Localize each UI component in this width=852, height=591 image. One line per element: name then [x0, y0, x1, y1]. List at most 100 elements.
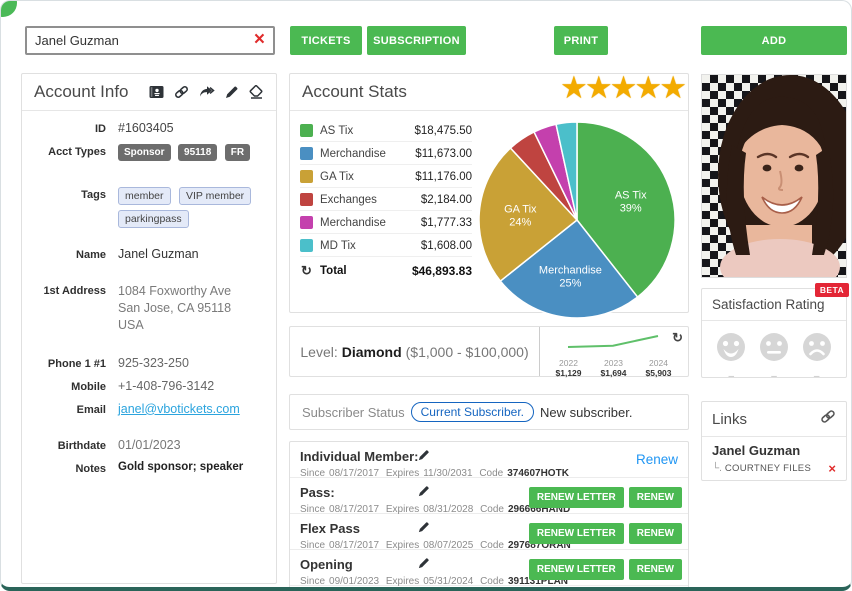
- address-line: 1084 Foxworthy Ave: [118, 284, 232, 298]
- account-info-title: Account Info: [34, 82, 129, 101]
- link-icon[interactable]: [820, 409, 836, 429]
- tag-chip[interactable]: VIP member: [179, 187, 252, 205]
- spark-point: 2023 $1,694: [600, 358, 627, 378]
- subscription-button[interactable]: SUBSCRIPTION: [367, 26, 466, 55]
- legend-swatch: [300, 239, 313, 252]
- mobile-value: +1-408-796-3142: [118, 378, 215, 393]
- search-input[interactable]: [27, 33, 250, 48]
- field-id: ID #1603405: [22, 121, 266, 135]
- satisfaction-title: Satisfaction Rating: [702, 289, 846, 321]
- refresh-icon[interactable]: ↻: [672, 330, 683, 345]
- links-title: Links: [712, 410, 748, 428]
- membership-row: Opening Since 09/01/2023 Expires 05/31/202…: [290, 550, 688, 587]
- edit-pencil-icon[interactable]: [225, 85, 239, 99]
- legend-row: AS Tix $18,475.50: [300, 119, 472, 142]
- edit-pencil-icon[interactable]: [418, 484, 430, 502]
- edit-pencil-icon[interactable]: [418, 556, 430, 574]
- field-address: 1st Address 1084 Foxworthy Ave San Jose,…: [22, 283, 266, 334]
- renew-link[interactable]: Renew: [635, 452, 678, 467]
- legend-swatch: [300, 193, 313, 206]
- account-info-card: Account Info ID #1603405 Acct Types Spon…: [21, 73, 277, 584]
- acct-type-badge[interactable]: 95118: [178, 144, 218, 161]
- acct-type-badge[interactable]: FR: [224, 144, 251, 161]
- linked-account[interactable]: Janel Guzman: [712, 443, 801, 458]
- subscriber-status-label: Subscriber Status: [302, 404, 405, 420]
- membership-row: Pass: Since 08/17/2017 Expires 08/31/2028 …: [290, 478, 688, 515]
- field-tags: Tags member VIP member parkingpass: [22, 187, 266, 233]
- account-stats-title: Account Stats: [302, 82, 407, 101]
- contact-card-icon[interactable]: [149, 85, 164, 99]
- sad-face-icon[interactable]: –: [801, 331, 833, 382]
- legend-swatch: [300, 147, 313, 160]
- legend-row: GA Tix $11,176.00: [300, 165, 472, 188]
- total-value: $46,893.83: [411, 264, 472, 278]
- subscriber-card: Subscriber Status Current Subscriber. Ne…: [289, 394, 689, 430]
- happy-face-icon[interactable]: –: [715, 331, 747, 382]
- print-button[interactable]: PRINT: [554, 26, 608, 55]
- field-acct-types: Acct Types Sponsor 95118 FR: [22, 144, 266, 165]
- edit-pencil-icon[interactable]: [418, 448, 430, 466]
- edit-pencil-icon[interactable]: [418, 520, 430, 538]
- account-id: #1603405: [118, 121, 174, 135]
- refresh-icon[interactable]: ↻: [301, 263, 312, 278]
- level-name: Diamond: [341, 343, 402, 360]
- link-icon[interactable]: [174, 85, 189, 99]
- address-line: San Jose, CA 95118: [118, 300, 232, 315]
- phone-value: 925-323-250: [118, 355, 189, 370]
- renew-button[interactable]: RENEW: [628, 559, 682, 580]
- legend-row: Merchandise $11,673.00: [300, 142, 472, 165]
- field-birthdate: Birthdate 01/01/2023: [22, 438, 266, 452]
- tag-chip[interactable]: member: [118, 187, 171, 205]
- spark-point: 2024 $5,903: [645, 358, 672, 378]
- level-text: Level: Diamond ($1,000 - $100,000): [290, 327, 540, 376]
- tickets-button[interactable]: TICKETS: [290, 26, 362, 55]
- remove-link-icon[interactable]: ×: [828, 461, 836, 476]
- renew-button[interactable]: RENEW: [628, 523, 682, 544]
- account-stats-pie-chart: AS Tix 39% Merchandise 25% GA Tix 24%: [472, 117, 682, 321]
- membership-row: Individual Member: Since 08/17/2017 Expir…: [290, 442, 688, 479]
- add-button[interactable]: ADD: [701, 26, 847, 55]
- membership-row: Flex Pass Since 08/17/2017 Expires 08/07/2…: [290, 514, 688, 551]
- acct-type-badge[interactable]: Sponsor: [118, 144, 171, 161]
- eraser-icon[interactable]: [249, 85, 264, 99]
- satisfaction-rating-card: BETA Satisfaction Rating – – –: [701, 283, 849, 382]
- renew-letter-button[interactable]: RENEW LETTER: [528, 523, 624, 544]
- level-card: Level: Diamond ($1,000 - $100,000) ↻ 2022 …: [289, 326, 689, 378]
- star-rating[interactable]: ★★★★★: [560, 70, 687, 105]
- neutral-face-icon[interactable]: –: [758, 331, 790, 382]
- legend-row: Exchanges $2,184.00: [300, 188, 472, 211]
- renew-button[interactable]: RENEW: [628, 487, 682, 508]
- subscriber-note: New subscriber.: [540, 404, 633, 420]
- field-phone: Phone 1 #1 925-323-250: [22, 356, 266, 370]
- beta-badge: BETA: [814, 283, 849, 297]
- account-search: ×: [25, 26, 275, 55]
- memberships-card: Individual Member: Since 08/17/2017 Expir…: [289, 441, 689, 587]
- linked-file[interactable]: COURTNEY FILES: [724, 463, 812, 474]
- spark-point: 2022 $1,129: [555, 358, 582, 378]
- tree-branch-icon: └.: [712, 463, 722, 474]
- links-card: Links Janel Guzman └. COURTNEY FILES ×: [701, 401, 847, 481]
- field-name: Name Janel Guzman: [22, 247, 266, 261]
- renew-letter-button[interactable]: RENEW LETTER: [528, 559, 624, 580]
- legend-row: MD Tix $1,608.00: [300, 234, 472, 257]
- renew-letter-button[interactable]: RENEW LETTER: [528, 487, 624, 508]
- legend-row: Merchandise $1,777.33: [300, 211, 472, 234]
- share-icon[interactable]: [199, 85, 215, 99]
- field-mobile: Mobile +1-408-796-3142: [22, 379, 266, 393]
- legend-swatch: [300, 124, 313, 137]
- email-link[interactable]: janel@vbotickets.com: [118, 401, 240, 416]
- legend-swatch: [300, 170, 313, 183]
- birthdate-value: 01/01/2023: [118, 437, 181, 452]
- clear-search-icon[interactable]: ×: [253, 29, 265, 50]
- legend-total-row: ↻ Total $46,893.83: [301, 263, 472, 278]
- notes-value: Gold sponsor; speaker: [118, 460, 244, 473]
- tag-chip[interactable]: parkingpass: [118, 210, 189, 228]
- stats-legend: AS Tix $18,475.50 Merchandise $11,673.00…: [300, 117, 472, 321]
- legend-swatch: [300, 216, 313, 229]
- field-email: Email janel@vbotickets.com: [76, 401, 240, 416]
- current-subscriber-badge[interactable]: Current Subscriber.: [410, 402, 534, 422]
